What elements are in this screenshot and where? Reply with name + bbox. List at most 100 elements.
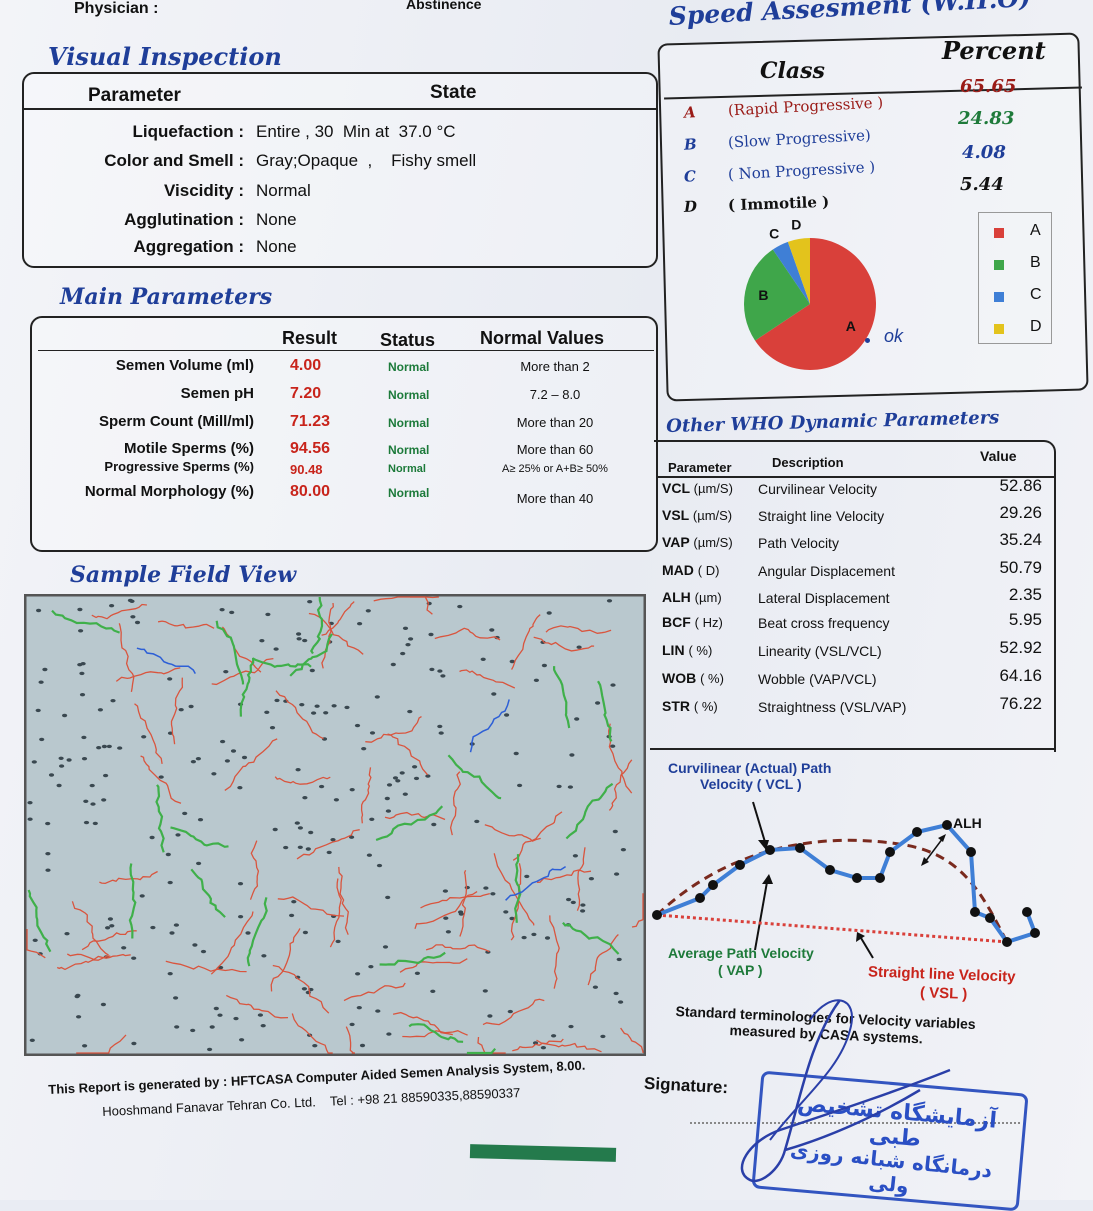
sperm-cell	[173, 923, 179, 927]
sperm-track	[536, 869, 592, 884]
sperm-cell	[261, 954, 267, 958]
sperm-track	[165, 960, 247, 973]
dyn-desc: Lateral Displacement	[758, 590, 890, 606]
sperm-cell	[211, 772, 217, 776]
sperm-cell	[438, 731, 444, 735]
sperm-cell	[440, 674, 446, 678]
sperm-cell	[610, 744, 616, 748]
sperm-cell	[414, 971, 420, 975]
sperm-track	[170, 677, 184, 745]
sperm-cell	[412, 765, 418, 769]
table-row: MAD ( D) Angular Displacement 50.79	[662, 558, 1042, 588]
sperm-cell	[35, 708, 41, 713]
sperm-track	[631, 893, 644, 928]
sperm-cell	[399, 771, 405, 775]
sperm-cell	[305, 847, 311, 851]
mp-normal: A≥ 25% or A+B≥ 50%	[502, 463, 608, 475]
sperm-track	[493, 853, 535, 926]
sperm-cell	[59, 764, 65, 768]
sperm-cell	[105, 926, 111, 930]
sperm-cell	[464, 885, 470, 890]
sperm-track	[565, 782, 614, 840]
sperm-track	[291, 1013, 333, 1054]
dyn-param: MAD ( D)	[662, 562, 720, 578]
sperm-track	[51, 609, 120, 634]
sperm-cell	[407, 709, 413, 714]
pie-slice-a	[755, 238, 876, 370]
sperm-cell	[209, 1025, 215, 1029]
vi-value-agglutination: None	[256, 210, 297, 229]
pie-labels: A B CD	[758, 218, 855, 334]
sperm-cell	[490, 892, 496, 896]
speed-col-class: Class	[760, 58, 825, 84]
dyn-desc: Path Velocity	[758, 535, 839, 551]
sperm-cell	[574, 717, 580, 721]
sperm-cell	[614, 872, 620, 876]
sperm-cell	[295, 768, 301, 772]
sperm-cell	[182, 811, 188, 816]
dyn-unit: ( %)	[693, 699, 718, 714]
sperm-cell	[319, 784, 325, 789]
dyn-param: WOB ( %)	[662, 670, 724, 686]
vsl-line	[656, 913, 1008, 944]
sperm-cell	[382, 945, 389, 949]
sperm-cell	[121, 946, 127, 950]
sperm-track	[505, 865, 567, 901]
sperm-cell	[570, 900, 576, 905]
sperm-cell	[101, 744, 107, 749]
dyn-param: STR ( %)	[662, 698, 718, 714]
sperm-cell	[326, 850, 332, 855]
sperm-cell	[79, 671, 85, 676]
sperm-track	[26, 929, 46, 959]
abstinence-label: Abstinence	[406, 0, 482, 12]
dyn-unit: ( D)	[697, 563, 720, 578]
percent-b: 24.83	[958, 108, 1015, 129]
sperm-tracks	[26, 596, 644, 1055]
legend-swatch	[994, 228, 1004, 238]
sperm-cell	[482, 989, 488, 993]
sperm-cell	[272, 827, 278, 832]
vi-label-color-smell: Color and Smell :	[104, 151, 244, 170]
vsl-arrowhead	[856, 932, 865, 942]
sperm-cell	[572, 854, 579, 858]
sperm-cell	[239, 1038, 245, 1042]
sperm-cell	[610, 683, 616, 687]
sperm-cell	[308, 830, 314, 835]
mp-name: Sperm Count (Mill/ml)	[99, 413, 254, 430]
mp-status: Normal	[388, 443, 430, 457]
sperm-cell	[296, 637, 302, 641]
sperm-cell	[330, 838, 336, 842]
sperm-cell	[487, 1014, 493, 1018]
sperm-track	[170, 826, 229, 848]
dyn-param: ALH (µm)	[662, 589, 722, 605]
table-row: WOB ( %) Wobble (VAP/VCL) 64.16	[662, 666, 1042, 696]
sperm-cell	[509, 659, 515, 664]
mp-normal: 7.2 – 8.0	[529, 387, 581, 402]
sperm-cell	[390, 662, 396, 667]
sperm-cell	[48, 773, 55, 777]
sperm-track	[27, 889, 52, 953]
sperm-cell	[223, 670, 229, 674]
dyn-unit: ( %)	[688, 643, 713, 658]
sperm-cell	[430, 989, 436, 993]
sperm-track	[71, 901, 109, 956]
sperm-cell	[311, 711, 317, 715]
sperm-cell	[302, 930, 308, 935]
mp-name: Progressive Sperms (%)	[104, 462, 254, 474]
vi-value-color-smell: Gray;Opaque , Fishy smell	[256, 151, 477, 170]
vap-arrowhead	[762, 874, 773, 884]
sperm-cell	[474, 819, 480, 824]
class-key: C	[683, 167, 697, 186]
class-desc: ( Immotile )	[727, 192, 830, 215]
sperm-track	[289, 633, 333, 677]
mp-normal: More than 2	[520, 359, 590, 374]
sperm-cell	[344, 705, 350, 710]
dyn-unit: ( Hz)	[694, 615, 723, 630]
legend-item-b: B	[994, 254, 1044, 276]
sperm-cell	[264, 710, 270, 714]
mp-normal: More than 60	[516, 442, 594, 457]
legend-item-a: A	[994, 222, 1044, 244]
sperm-cell	[333, 798, 339, 802]
sperm-cell	[36, 608, 42, 613]
pie-slices	[744, 238, 876, 370]
